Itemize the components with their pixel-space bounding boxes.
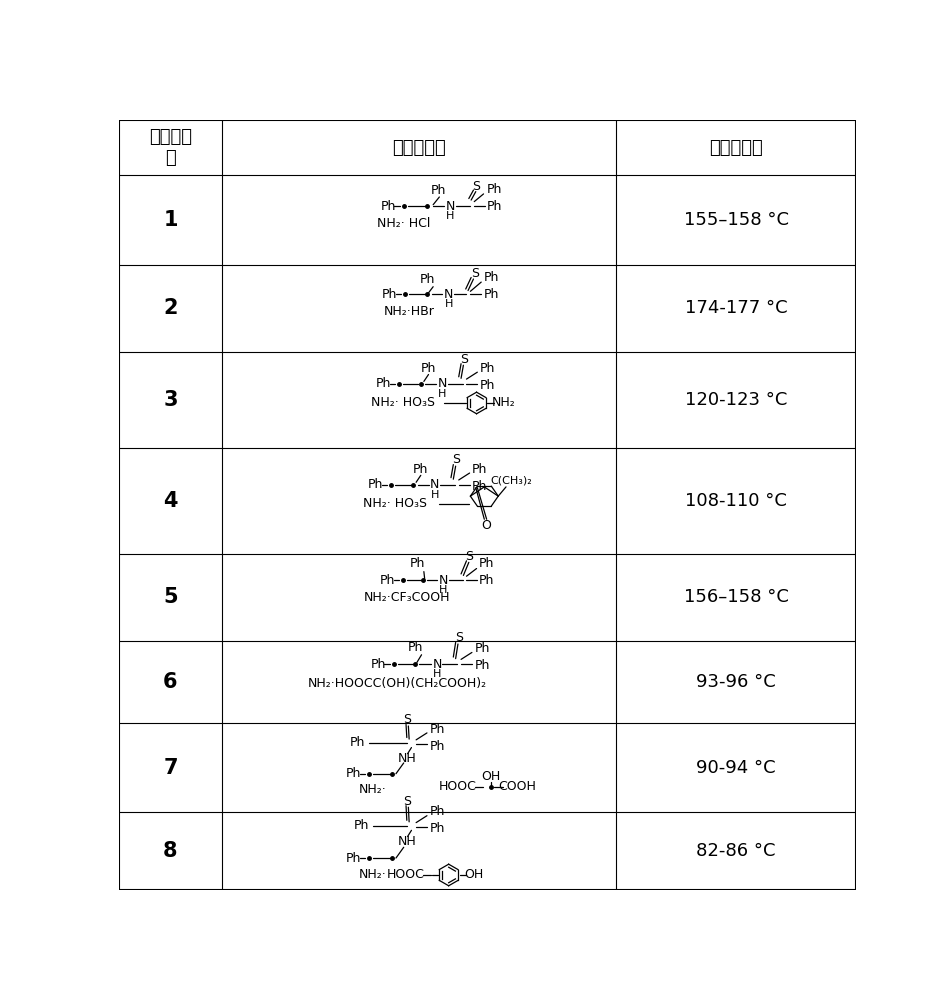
Text: 93-96 °C: 93-96 °C	[696, 673, 776, 691]
Text: S: S	[472, 180, 480, 193]
Text: Ph: Ph	[487, 183, 502, 196]
Text: H: H	[444, 299, 453, 309]
Text: Ph: Ph	[354, 819, 369, 832]
Text: 4: 4	[164, 491, 178, 511]
Text: N: N	[430, 478, 439, 491]
Text: Ph: Ph	[379, 574, 395, 587]
Text: 1: 1	[164, 210, 178, 230]
Text: NH: NH	[398, 752, 417, 765]
Text: NH₂· HCl: NH₂· HCl	[377, 217, 431, 230]
Text: 156–158 °C: 156–158 °C	[684, 588, 788, 606]
Text: S: S	[466, 550, 474, 563]
Text: NH₂·: NH₂·	[359, 868, 387, 881]
Text: N: N	[444, 288, 454, 301]
Text: H: H	[438, 389, 447, 399]
Text: S: S	[471, 267, 479, 280]
Text: 174-177 °C: 174-177 °C	[685, 299, 787, 317]
Text: Ph: Ph	[368, 478, 383, 491]
Text: 化学结构式: 化学结构式	[393, 139, 446, 157]
Text: Ph: Ph	[421, 362, 437, 375]
Text: H: H	[433, 669, 441, 679]
Text: 5: 5	[164, 587, 178, 607]
Text: Ph: Ph	[487, 200, 502, 213]
Text: 82-86 °C: 82-86 °C	[696, 842, 776, 860]
Text: Ph: Ph	[484, 271, 499, 284]
Text: NH₂·: NH₂·	[359, 783, 387, 796]
Text: 性状或熔点: 性状或熔点	[709, 139, 763, 157]
Text: 90-94 °C: 90-94 °C	[696, 759, 776, 777]
Text: COOH: COOH	[498, 780, 536, 793]
Text: O: O	[482, 519, 492, 532]
Text: OH: OH	[464, 868, 483, 881]
Text: S: S	[403, 713, 412, 726]
Text: H: H	[446, 211, 455, 221]
Text: NH₂·CF₃COOH: NH₂·CF₃COOH	[363, 591, 450, 604]
Text: Ph: Ph	[472, 480, 487, 493]
Text: Ph: Ph	[479, 557, 495, 570]
Text: Ph: Ph	[350, 736, 365, 749]
Text: Ph: Ph	[380, 200, 396, 213]
Text: H: H	[439, 585, 447, 595]
Text: HOOC: HOOC	[387, 868, 425, 881]
Text: Ph: Ph	[345, 767, 361, 780]
Text: 2: 2	[164, 298, 178, 318]
Text: Ph: Ph	[431, 184, 446, 197]
Text: Ph: Ph	[479, 574, 495, 587]
Text: Ph: Ph	[410, 557, 425, 570]
Text: N: N	[445, 200, 455, 213]
Text: Ph: Ph	[413, 463, 429, 476]
Text: Ph: Ph	[429, 822, 445, 835]
Text: 8: 8	[164, 841, 178, 861]
Text: NH₂·HBr: NH₂·HBr	[383, 305, 435, 318]
Text: C(CH₃)₂: C(CH₃)₂	[491, 476, 533, 486]
Text: 3: 3	[164, 390, 178, 410]
Text: Ph: Ph	[419, 273, 435, 286]
Text: Ph: Ph	[371, 658, 386, 671]
Text: 120-123 °C: 120-123 °C	[685, 391, 787, 409]
Text: Ph: Ph	[475, 659, 490, 672]
Text: NH: NH	[398, 835, 417, 848]
Text: Ph: Ph	[472, 463, 487, 476]
Text: S: S	[453, 453, 460, 466]
Text: H: H	[431, 490, 439, 500]
Text: Ph: Ph	[484, 288, 499, 301]
Text: Ph: Ph	[429, 740, 445, 753]
Text: S: S	[460, 353, 468, 366]
Text: S: S	[455, 631, 463, 644]
Text: Ph: Ph	[429, 723, 445, 736]
Text: NH₂·HOOCC(OH)(CH₂COOH)₂: NH₂·HOOCC(OH)(CH₂COOH)₂	[308, 677, 487, 690]
Text: Ph: Ph	[345, 852, 361, 865]
Text: Ph: Ph	[376, 377, 391, 390]
Text: S: S	[403, 795, 412, 808]
Text: 155–158 °C: 155–158 °C	[684, 211, 788, 229]
Text: N: N	[438, 574, 448, 587]
Text: HOOC: HOOC	[439, 780, 476, 793]
Text: 6: 6	[164, 672, 178, 692]
Text: Ph: Ph	[408, 641, 423, 654]
Text: 化合物编
号: 化合物编 号	[149, 128, 192, 167]
Text: N: N	[433, 658, 441, 671]
Text: NH₂· HO₃S: NH₂· HO₃S	[363, 497, 427, 510]
Text: Ph: Ph	[429, 805, 445, 818]
Text: NH₂· HO₃S: NH₂· HO₃S	[371, 396, 435, 409]
Text: Ph: Ph	[382, 288, 398, 301]
Text: N: N	[437, 377, 447, 390]
Text: Ph: Ph	[479, 379, 495, 392]
Text: Ph: Ph	[479, 362, 495, 375]
Text: OH: OH	[481, 770, 500, 783]
Text: Ph: Ph	[475, 642, 490, 655]
Text: 108-110 °C: 108-110 °C	[686, 492, 787, 510]
Text: 7: 7	[164, 758, 178, 778]
Text: NH₂: NH₂	[492, 396, 515, 409]
